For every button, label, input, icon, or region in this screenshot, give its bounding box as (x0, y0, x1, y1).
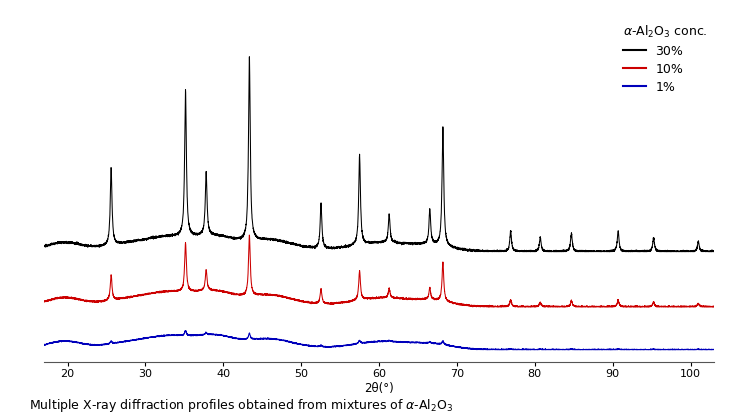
Text: Multiple X-ray diffraction profiles obtained from mixtures of $\it{\alpha}$-Al$_: Multiple X-ray diffraction profiles obta… (29, 397, 453, 414)
Legend: 30%, 10%, 1%: 30%, 10%, 1% (623, 24, 708, 94)
X-axis label: 2θ(°): 2θ(°) (364, 381, 394, 395)
